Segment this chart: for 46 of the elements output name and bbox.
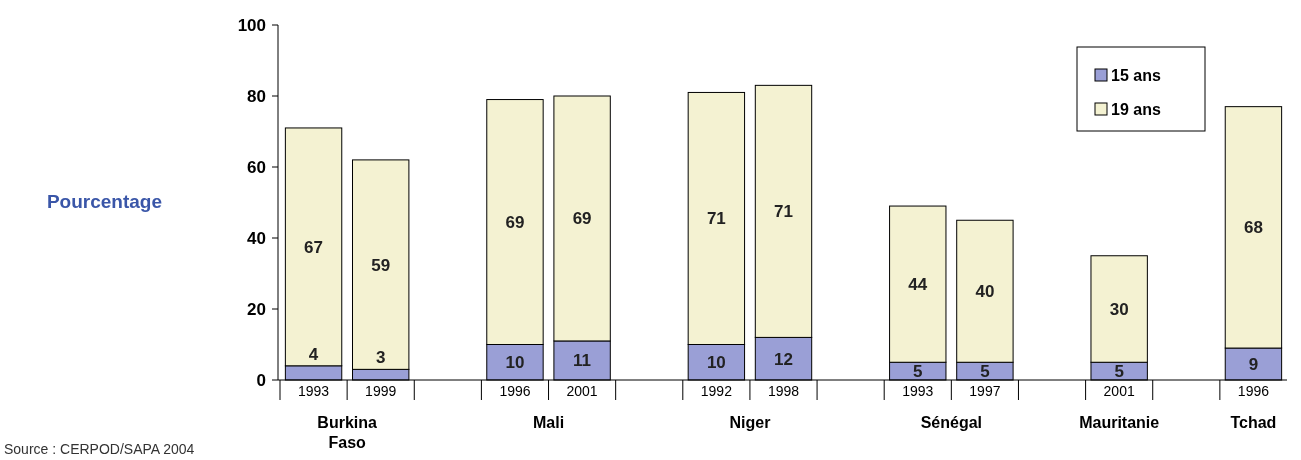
data-label: 5	[1114, 362, 1124, 382]
data-label: 67	[304, 237, 324, 257]
data-label: 9	[1248, 354, 1259, 374]
data-label: 44	[908, 275, 928, 295]
source-note: Source : CERPOD/SAPA 2004	[4, 441, 195, 457]
data-label: 5	[980, 362, 990, 382]
x-tick-label: 1997	[969, 383, 1001, 399]
x-tick-label: 1996	[1237, 383, 1270, 399]
x-tick-label: 2001	[1103, 383, 1135, 399]
data-label: 68	[1243, 218, 1263, 238]
text: Niger	[729, 414, 771, 431]
data-label: 59	[371, 255, 391, 275]
data-label: 69	[505, 212, 525, 232]
y-tick-label: 80	[247, 86, 266, 106]
text: Burkina Faso	[317, 414, 378, 451]
text: Sénégal	[920, 414, 983, 431]
data-label: 10	[505, 353, 525, 373]
x-tick-label: 2001	[566, 383, 598, 399]
text: Mali	[532, 414, 565, 431]
y-tick-label: 100	[237, 15, 266, 35]
legend-label: 15 ans	[1111, 66, 1161, 84]
y-tick-label: 60	[247, 157, 266, 177]
data-label: 12	[774, 349, 793, 369]
x-tick-label: 1993	[297, 383, 330, 399]
data-label: 71	[706, 209, 726, 229]
x-tick-label: 1996	[499, 383, 531, 399]
data-label: 40	[975, 282, 995, 302]
y-axis-title: Pourcentage	[46, 190, 162, 212]
y-tick-label: 20	[247, 299, 266, 319]
x-tick-label: 1993	[902, 383, 934, 399]
x-tick-label: 1999	[365, 383, 397, 399]
y-tick-label: 40	[247, 228, 266, 248]
text: Mauritanie	[1079, 414, 1160, 431]
x-tick-label: 1998	[767, 383, 800, 399]
data-label: 4	[308, 344, 319, 364]
data-label: 11	[573, 351, 592, 371]
data-label: 69	[572, 209, 592, 229]
legend-label: 19 ans	[1111, 100, 1161, 118]
data-label: 71	[774, 202, 793, 222]
data-label: 3	[375, 348, 386, 368]
data-label: 30	[1109, 299, 1129, 319]
y-tick-label: 0	[256, 370, 266, 390]
data-label: 5	[913, 362, 923, 382]
text: Tchad	[1230, 414, 1277, 431]
x-tick-label: 1992	[700, 383, 733, 399]
data-label: 10	[706, 353, 726, 373]
